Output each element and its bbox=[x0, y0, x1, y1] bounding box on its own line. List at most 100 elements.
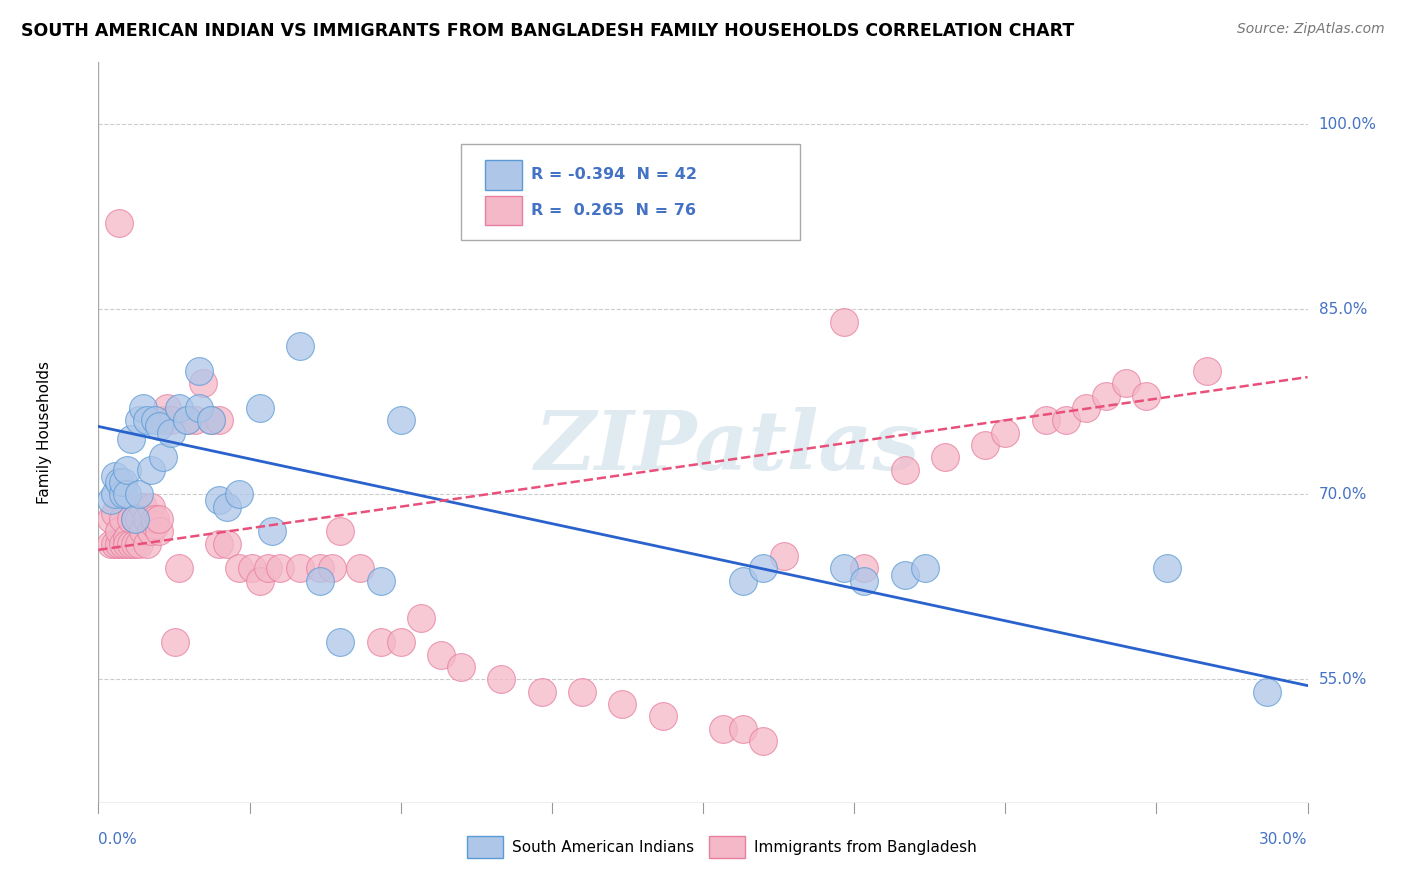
Point bbox=[208, 493, 231, 508]
Point bbox=[752, 734, 775, 748]
Point bbox=[107, 475, 129, 489]
Point bbox=[128, 537, 150, 551]
Point bbox=[389, 413, 412, 427]
Point bbox=[914, 561, 936, 575]
Point bbox=[163, 635, 186, 649]
Point bbox=[115, 537, 138, 551]
Point bbox=[188, 364, 211, 378]
Point bbox=[256, 561, 278, 575]
Point bbox=[148, 524, 170, 539]
Point bbox=[1054, 413, 1077, 427]
Point bbox=[188, 401, 211, 415]
Point bbox=[132, 524, 155, 539]
Point bbox=[167, 561, 190, 575]
Point bbox=[329, 635, 352, 649]
Point bbox=[143, 518, 166, 533]
Point bbox=[135, 537, 157, 551]
Point bbox=[152, 450, 174, 465]
Point bbox=[208, 413, 231, 427]
Point bbox=[107, 537, 129, 551]
Point bbox=[217, 537, 239, 551]
Text: Immigrants from Bangladesh: Immigrants from Bangladesh bbox=[754, 839, 977, 855]
Point bbox=[450, 660, 472, 674]
Point bbox=[139, 463, 162, 477]
Point bbox=[148, 419, 170, 434]
Point bbox=[208, 537, 231, 551]
Point bbox=[111, 475, 134, 489]
FancyBboxPatch shape bbox=[485, 161, 522, 190]
Point bbox=[156, 401, 179, 415]
Point bbox=[893, 567, 915, 582]
Point bbox=[167, 401, 190, 415]
Point bbox=[733, 574, 755, 588]
Point bbox=[115, 531, 138, 545]
Point bbox=[1256, 685, 1278, 699]
Point bbox=[249, 574, 271, 588]
Point bbox=[1156, 561, 1178, 575]
Point bbox=[1195, 364, 1218, 378]
Point bbox=[288, 339, 311, 353]
Point bbox=[1095, 389, 1118, 403]
Point bbox=[530, 685, 553, 699]
Point bbox=[124, 512, 146, 526]
Point bbox=[176, 413, 198, 427]
Point bbox=[370, 574, 392, 588]
Point bbox=[124, 512, 146, 526]
Text: 85.0%: 85.0% bbox=[1319, 301, 1367, 317]
Point bbox=[111, 512, 134, 526]
FancyBboxPatch shape bbox=[461, 144, 800, 240]
Point bbox=[651, 709, 673, 723]
Point bbox=[132, 500, 155, 514]
Point bbox=[128, 413, 150, 427]
Point bbox=[128, 512, 150, 526]
Point bbox=[349, 561, 371, 575]
Point bbox=[733, 722, 755, 736]
Point bbox=[249, 401, 271, 415]
Point bbox=[120, 432, 142, 446]
Text: 0.0%: 0.0% bbox=[98, 832, 138, 847]
Point bbox=[1035, 413, 1057, 427]
Point bbox=[128, 487, 150, 501]
Point bbox=[491, 673, 513, 687]
Point bbox=[974, 438, 997, 452]
Point bbox=[772, 549, 794, 563]
Text: R = -0.394  N = 42: R = -0.394 N = 42 bbox=[531, 168, 697, 183]
FancyBboxPatch shape bbox=[485, 195, 522, 226]
Point bbox=[100, 512, 122, 526]
Point bbox=[228, 487, 250, 501]
Text: Source: ZipAtlas.com: Source: ZipAtlas.com bbox=[1237, 22, 1385, 37]
Point bbox=[321, 561, 343, 575]
Point bbox=[752, 561, 775, 575]
Point bbox=[103, 537, 125, 551]
FancyBboxPatch shape bbox=[709, 836, 745, 858]
Text: ZIPatlas: ZIPatlas bbox=[534, 408, 920, 487]
Point bbox=[994, 425, 1017, 440]
Point bbox=[107, 524, 129, 539]
Point bbox=[184, 413, 207, 427]
FancyBboxPatch shape bbox=[467, 836, 503, 858]
Point bbox=[100, 537, 122, 551]
Point bbox=[269, 561, 291, 575]
Point bbox=[200, 413, 222, 427]
Point bbox=[200, 413, 222, 427]
Point bbox=[240, 561, 263, 575]
Point bbox=[143, 512, 166, 526]
Point bbox=[260, 524, 283, 539]
Point bbox=[370, 635, 392, 649]
Point bbox=[832, 561, 855, 575]
Point bbox=[176, 413, 198, 427]
Point bbox=[143, 413, 166, 427]
Point bbox=[107, 216, 129, 230]
Point bbox=[120, 512, 142, 526]
Point bbox=[120, 537, 142, 551]
Text: 30.0%: 30.0% bbox=[1260, 832, 1308, 847]
Point bbox=[228, 561, 250, 575]
Point bbox=[409, 611, 432, 625]
Point bbox=[160, 425, 183, 440]
Point bbox=[309, 574, 332, 588]
Point bbox=[103, 487, 125, 501]
Text: 55.0%: 55.0% bbox=[1319, 672, 1367, 687]
Text: 70.0%: 70.0% bbox=[1319, 487, 1367, 502]
Point bbox=[389, 635, 412, 649]
Point bbox=[1115, 376, 1137, 391]
